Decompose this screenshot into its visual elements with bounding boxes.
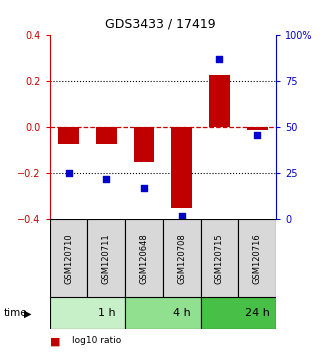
Text: time: time xyxy=(3,308,27,318)
Text: ▶: ▶ xyxy=(23,308,31,318)
Bar xyxy=(125,297,201,329)
Bar xyxy=(58,127,79,144)
Point xyxy=(255,132,260,138)
Point xyxy=(104,176,109,182)
Text: GSM120711: GSM120711 xyxy=(102,233,111,284)
Text: GSM120716: GSM120716 xyxy=(253,233,262,284)
Bar xyxy=(87,219,125,297)
Text: 1 h: 1 h xyxy=(98,308,115,318)
Bar xyxy=(125,219,163,297)
Bar xyxy=(96,127,117,144)
Text: ■: ■ xyxy=(50,336,60,346)
Point xyxy=(142,185,147,191)
Bar xyxy=(50,297,125,329)
Text: GDS3433 / 17419: GDS3433 / 17419 xyxy=(105,18,216,31)
Bar xyxy=(238,219,276,297)
Bar xyxy=(171,127,192,208)
Bar xyxy=(247,127,268,130)
Text: log10 ratio: log10 ratio xyxy=(72,336,121,345)
Text: GSM120710: GSM120710 xyxy=(64,233,73,284)
Bar xyxy=(163,219,201,297)
Bar xyxy=(50,219,87,297)
Text: 24 h: 24 h xyxy=(245,308,270,318)
Bar xyxy=(201,297,276,329)
Point xyxy=(217,57,222,62)
Bar xyxy=(209,75,230,127)
Point xyxy=(66,171,71,176)
Bar xyxy=(134,127,154,162)
Text: GSM120708: GSM120708 xyxy=(177,233,186,284)
Point xyxy=(179,213,184,219)
Text: GSM120648: GSM120648 xyxy=(140,233,149,284)
Bar xyxy=(201,219,238,297)
Text: 4 h: 4 h xyxy=(173,308,191,318)
Text: GSM120715: GSM120715 xyxy=(215,233,224,284)
